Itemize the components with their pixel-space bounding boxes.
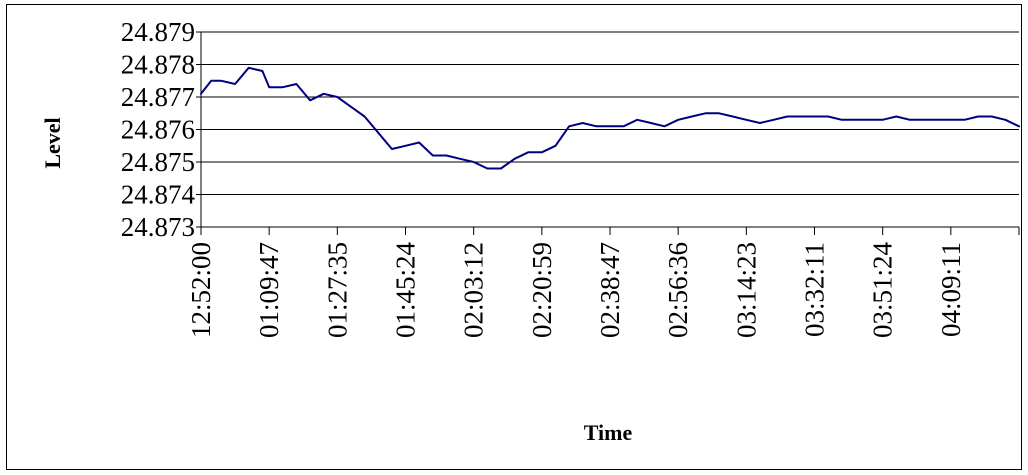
x-axis-title: Time [584,420,633,445]
x-tick-label: 04:09:11 [936,242,966,337]
y-tick-label: 24.876 [121,115,195,145]
x-tick-label: 03:51:24 [868,242,898,339]
x-tick-label: 01:27:35 [322,242,352,338]
x-tick-label: 01:45:24 [391,242,421,339]
y-axis-title: Level [40,117,65,168]
series-layer [200,66,1020,170]
x-tick-label: 01:09:47 [254,242,284,338]
series-line [200,66,1020,170]
x-tick-label: 03:32:11 [800,242,830,337]
x-tick-label: 03:14:23 [731,242,761,338]
axes [200,32,1020,235]
y-tick-label: 24.873 [121,212,195,242]
x-tick-label: 02:56:36 [663,242,693,338]
y-tick-label: 24.878 [121,50,195,80]
x-tick-labels: 12:52:00 01:09:47 01:27:35 01:45:24 02:03:12… [186,242,966,339]
x-tick-label: 12:52:00 [186,242,216,338]
y-tick-label: 24.877 [121,82,195,112]
x-tick-label: 02:03:12 [459,242,489,338]
y-tick-label: 24.879 [121,17,195,47]
y-tick-label: 24.875 [121,147,195,177]
y-tick-labels: 24.87924.87824.87724.87624.87524.87424.8… [121,17,196,242]
x-tick-label: 02:38:47 [595,242,625,338]
x-tick-label: 02:20:59 [527,242,557,338]
y-tick-label: 24.874 [121,180,196,210]
